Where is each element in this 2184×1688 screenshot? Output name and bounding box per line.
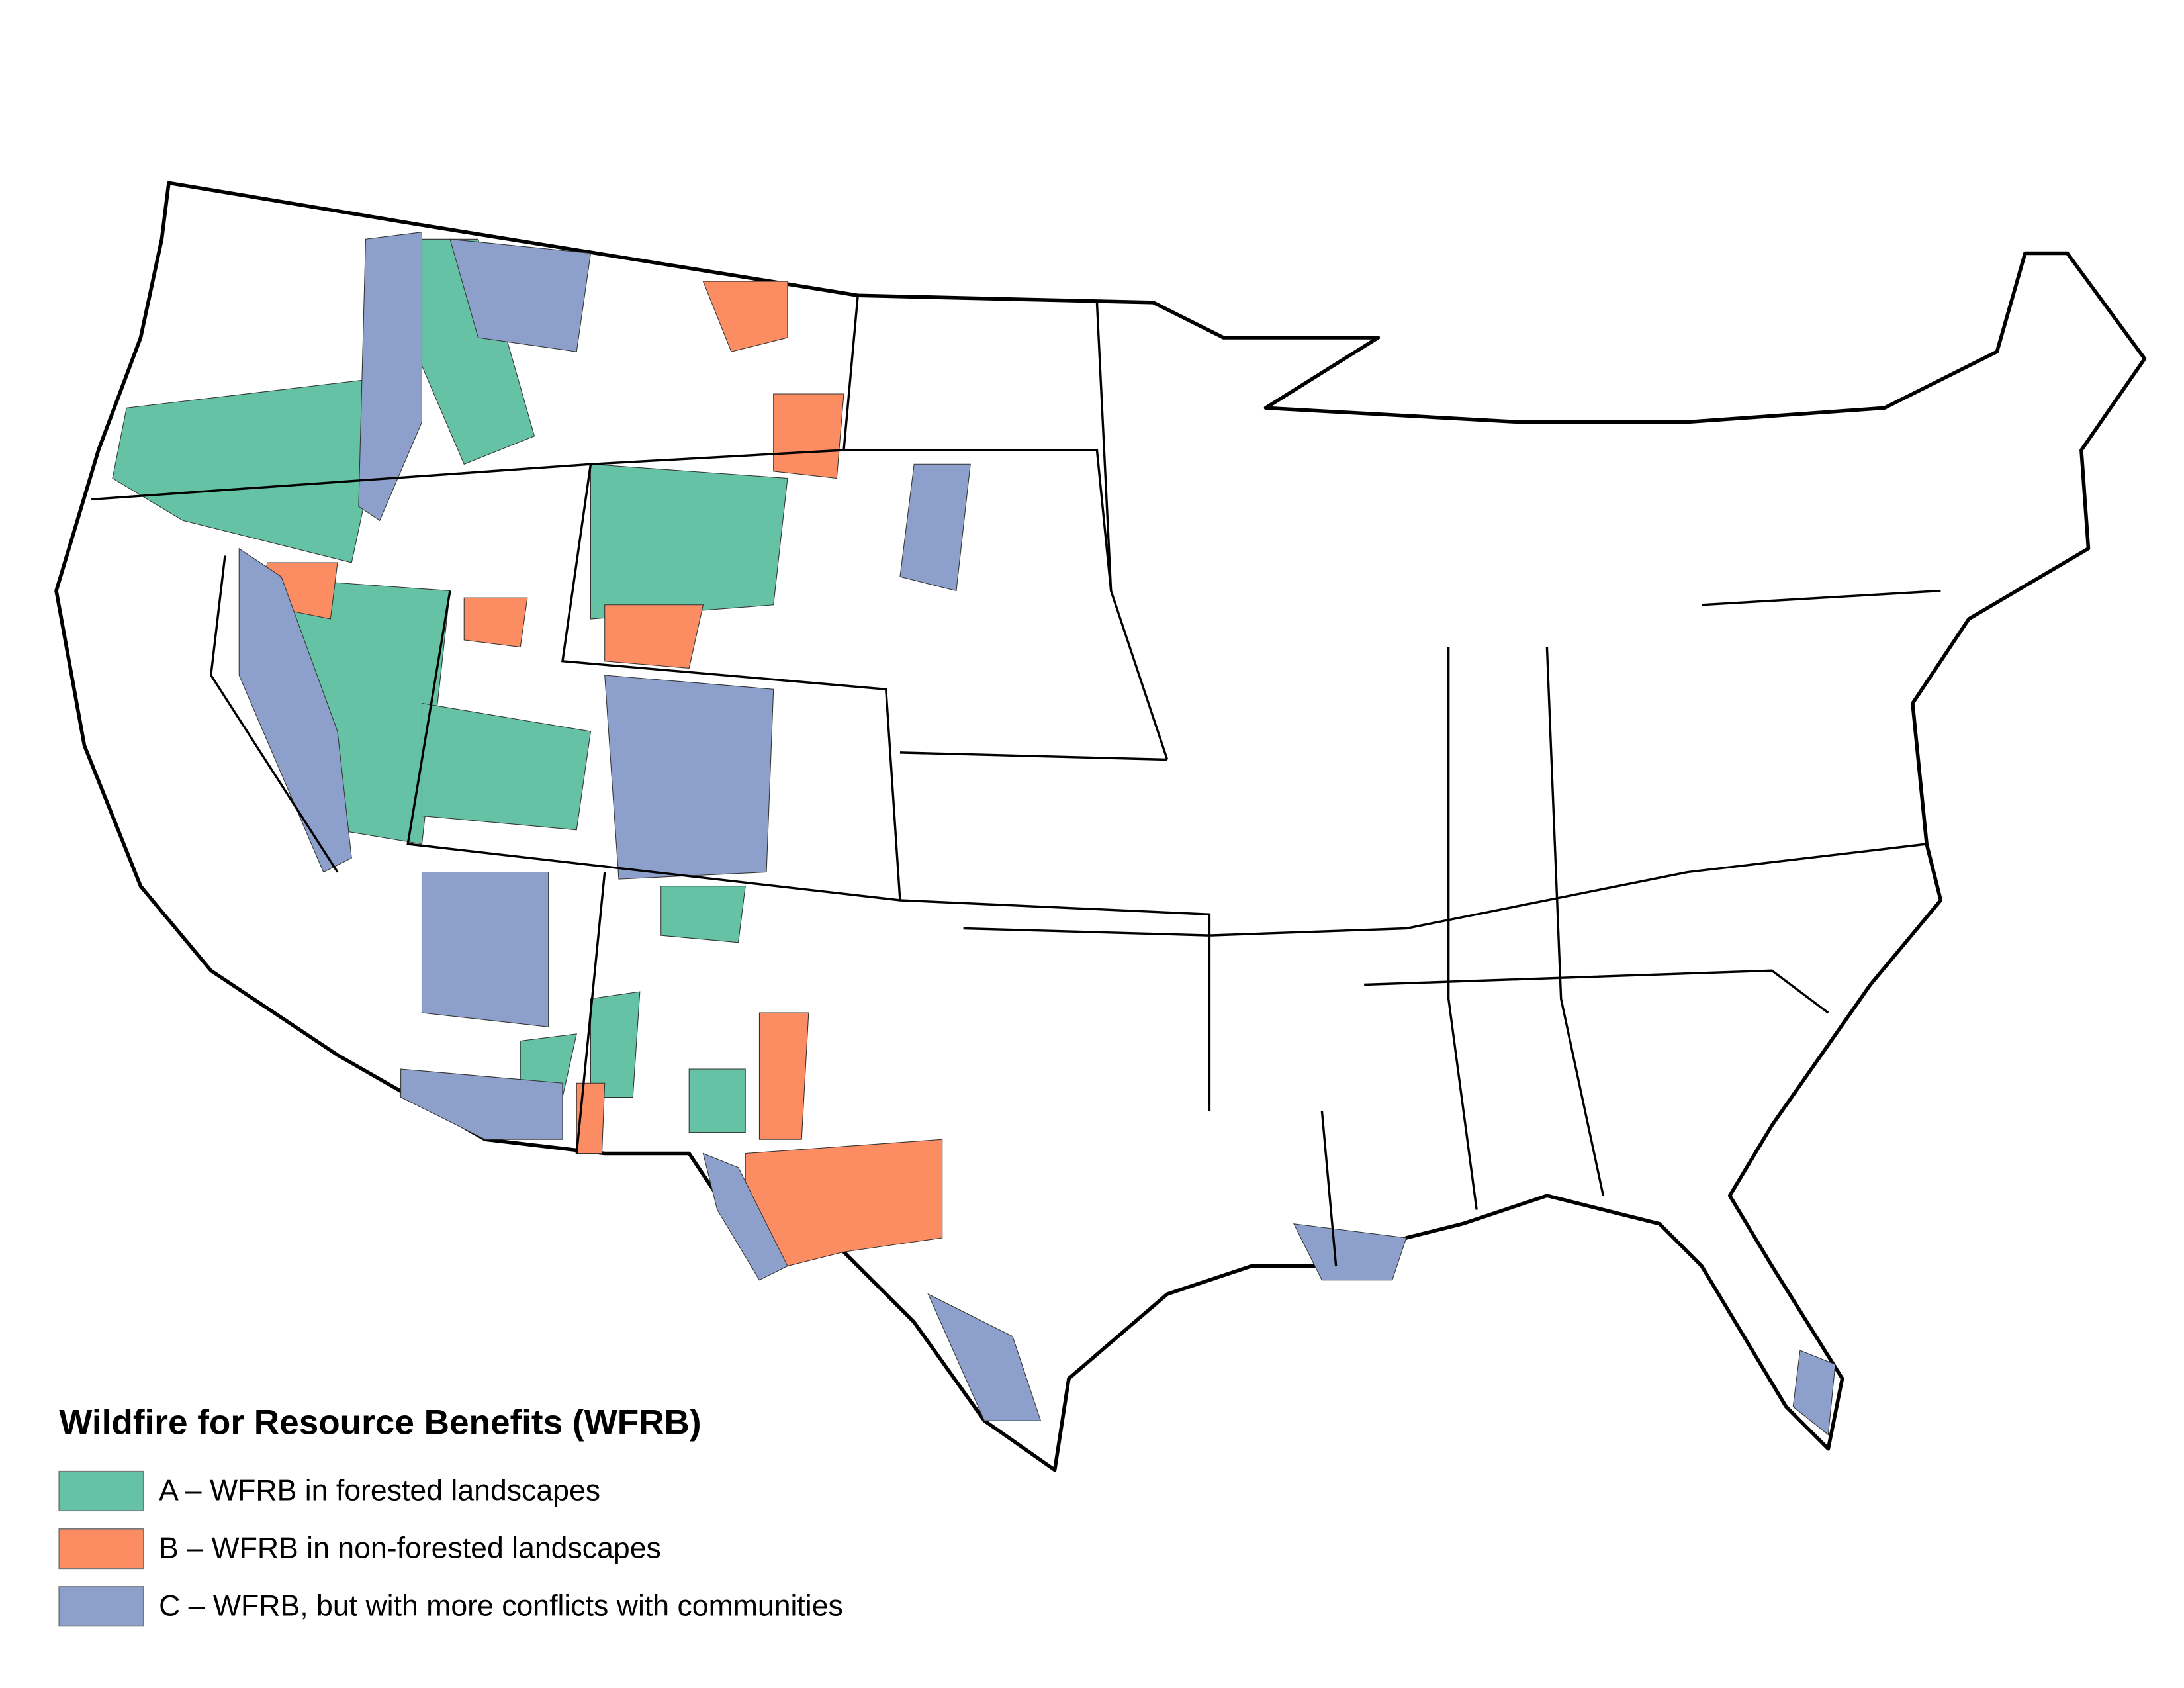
legend: Wildfire for Resource Benefits (WFRB) A … — [58, 1403, 843, 1627]
legend-swatch — [58, 1528, 144, 1570]
legend-items: A – WFRB in forested landscapes B – WFRB … — [58, 1470, 843, 1627]
legend-title: Wildfire for Resource Benefits (WFRB) — [59, 1403, 701, 1442]
area-c — [400, 871, 563, 1140]
area-b — [702, 281, 844, 479]
legend-label: B – WFRB in non-forested landscapes — [159, 1532, 661, 1564]
area-c — [702, 463, 1042, 1421]
legend-label: A – WFRB in forested landscapes — [159, 1474, 600, 1507]
area-a — [590, 463, 788, 620]
legend-swatch — [58, 1586, 144, 1627]
area-c — [604, 675, 774, 880]
area-c — [358, 232, 592, 522]
state-borders — [91, 295, 1941, 1266]
legend-swatch — [58, 1470, 144, 1512]
area-a — [520, 886, 746, 1133]
area-b — [576, 1012, 943, 1267]
legend-label: C – WFRB, but with more conflicts with c… — [159, 1590, 843, 1622]
area-c — [1293, 1223, 1836, 1436]
us-map — [54, 181, 2147, 1472]
area-a — [421, 702, 592, 831]
area-c — [238, 547, 352, 873]
wfrb-areas — [112, 232, 1836, 1436]
